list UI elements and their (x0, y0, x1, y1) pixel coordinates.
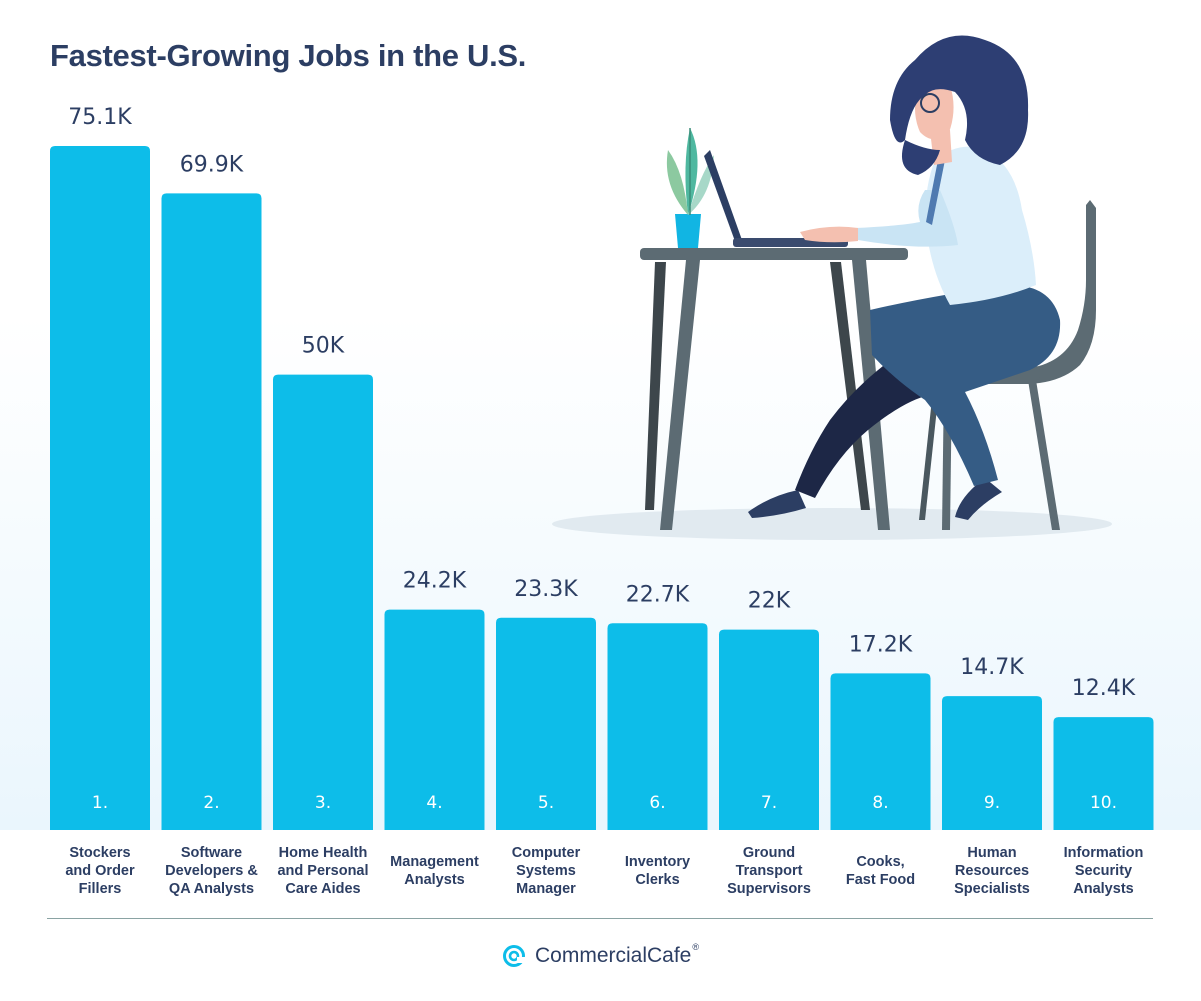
category-label: Stockers and Order Fillers (65, 845, 135, 897)
footer-divider (47, 918, 1153, 919)
bar-rank-label: 2. (203, 793, 219, 813)
category-label: Management Analysts (390, 854, 479, 888)
brand-name: CommercialCafe (534, 944, 692, 967)
bar-value-label: 24.2K (403, 569, 467, 594)
bar-value-label: 22K (748, 589, 791, 614)
bar-rank-label: 3. (315, 793, 331, 813)
bar-rank-label: 4. (426, 793, 442, 813)
category-label: Software Developers & QA Analysts (165, 845, 258, 897)
bar-value-label: 50K (302, 334, 345, 359)
bar-value-label: 69.9K (180, 152, 244, 177)
bar-value-label: 75.1K (68, 105, 132, 130)
commercialcafe-logo-icon (502, 945, 525, 967)
bar-value-label: 17.2K (849, 632, 913, 657)
woman-working-at-laptop-illustration (552, 35, 1112, 540)
bar (273, 374, 373, 830)
category-label: Inventory Clerks (624, 854, 691, 888)
category-label: Ground Transport Supervisors (727, 845, 811, 897)
category-label: Human Resources Specialists (954, 845, 1030, 897)
bar (50, 146, 150, 830)
bar-rank-label: 8. (872, 793, 888, 813)
chart-title: Fastest-Growing Jobs in the U.S. (50, 38, 527, 73)
bar (161, 193, 262, 831)
brand-registered-mark: ® (692, 942, 699, 952)
bar-rank-label: 1. (92, 793, 108, 813)
brand-footer: CommercialCafe ® (0, 940, 1201, 972)
bar-rank-label: 9. (984, 793, 1000, 813)
bar-rank-label: 6. (649, 793, 665, 813)
bar-value-label: 14.7K (960, 655, 1024, 680)
bars-group: 75.1K 1. 69.9K 2. 50K 3. 24.2K 4. 23.3K 5. 22.7K 6.… (50, 105, 1154, 831)
bar (1053, 717, 1154, 830)
bar (830, 673, 931, 830)
category-label: Home Health and Personal Care Aides (277, 845, 369, 897)
bar (384, 609, 485, 830)
category-label: Information Security Analysts (1063, 845, 1144, 897)
bar-rank-label: 7. (761, 793, 777, 813)
bar-rank-label: 5. (538, 793, 554, 813)
bar-value-label: 12.4K (1072, 676, 1136, 701)
category-label: Computer Systems Manager (511, 845, 581, 897)
bar (607, 623, 708, 830)
bar (719, 629, 819, 830)
bar (496, 617, 596, 830)
bar (942, 696, 1042, 830)
bar-rank-label: 10. (1090, 793, 1117, 813)
bar-value-label: 22.7K (626, 582, 690, 607)
bar-value-label: 23.3K (514, 577, 578, 602)
category-label: Cooks, Fast Food (845, 854, 916, 888)
